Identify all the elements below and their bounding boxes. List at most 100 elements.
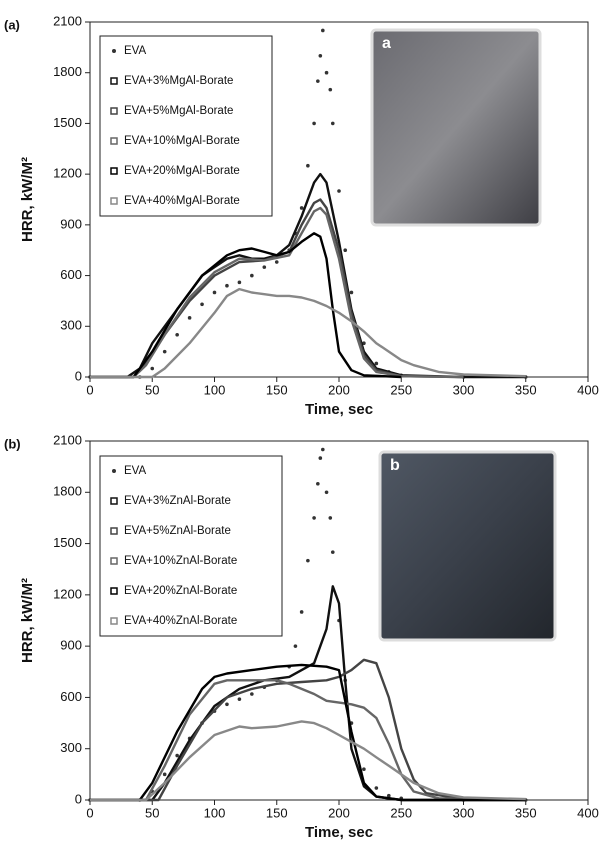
x-tick-label: 300	[453, 382, 475, 397]
legend-marker	[110, 167, 118, 175]
data-point	[337, 189, 341, 193]
data-point	[316, 481, 320, 486]
legend-label: EVA	[124, 465, 146, 477]
data-point	[349, 290, 354, 295]
data-point	[362, 767, 366, 772]
data-point	[374, 361, 379, 366]
data-point	[162, 772, 167, 777]
data-point	[318, 54, 323, 58]
inset-label: b	[390, 457, 400, 474]
data-point	[362, 341, 366, 345]
series-line	[90, 663, 526, 802]
y-tick-label: 1200	[53, 166, 82, 181]
y-axis-title: HRR, kW/M²	[19, 157, 36, 242]
legend-label: EVA+20%MgAl-Borate	[124, 165, 240, 177]
legend-label: EVA+5%MgAl-Borate	[124, 105, 233, 117]
panel-label: (b)	[4, 436, 21, 451]
legend-marker	[110, 77, 118, 85]
x-tick-label: 300	[453, 805, 475, 820]
data-point	[225, 283, 229, 288]
x-axis-title: Time, sec	[305, 824, 373, 841]
data-point	[312, 121, 316, 126]
legend-label: EVA+3%MgAl-Borate	[124, 75, 233, 87]
x-tick-label: 150	[266, 382, 288, 397]
legend-label: EVA+5%ZnAl-Borate	[124, 525, 231, 537]
y-tick-label: 0	[75, 791, 82, 806]
data-point	[250, 692, 254, 696]
series-line	[90, 679, 526, 802]
y-tick-label: 0	[75, 368, 82, 383]
y-tick-label: 1800	[53, 484, 82, 499]
y-tick-label: 300	[60, 318, 82, 333]
y-tick-label: 1200	[53, 586, 82, 601]
data-point	[321, 28, 325, 33]
inset-photo	[370, 28, 542, 227]
data-point	[237, 697, 242, 701]
data-point	[318, 456, 323, 460]
x-tick-label: 350	[515, 805, 537, 820]
legend-marker	[110, 197, 118, 205]
x-tick-label: 0	[86, 805, 93, 820]
data-point	[306, 163, 310, 168]
inset-photo	[378, 450, 557, 642]
data-point	[374, 786, 379, 790]
data-point	[175, 332, 179, 337]
data-point	[150, 366, 155, 371]
legend-label: EVA+40%ZnAl-Borate	[124, 615, 237, 627]
x-tick-label: 100	[204, 805, 226, 820]
data-point	[250, 273, 254, 278]
data-point	[321, 447, 325, 452]
data-point	[306, 558, 310, 563]
series-line	[90, 720, 526, 802]
data-point	[387, 793, 391, 798]
y-tick-label: 900	[60, 638, 82, 653]
legend-label: EVA+3%ZnAl-Borate	[124, 495, 231, 507]
y-tick-label: 2100	[53, 13, 82, 28]
data-point	[324, 70, 329, 75]
y-tick-label: 1800	[53, 64, 82, 79]
legend-marker	[112, 49, 116, 53]
data-point	[225, 702, 229, 707]
x-axis-title: Time, sec	[305, 401, 373, 418]
x-tick-label: 350	[515, 382, 537, 397]
x-tick-label: 200	[328, 382, 350, 397]
legend-marker	[110, 527, 118, 535]
data-point	[330, 550, 335, 554]
data-point	[175, 753, 179, 758]
legend-marker	[110, 497, 118, 505]
y-tick-label: 900	[60, 216, 82, 231]
data-point	[316, 79, 320, 83]
data-point	[299, 206, 304, 210]
x-tick-label: 200	[328, 805, 350, 820]
legend-marker	[110, 587, 118, 595]
legend-marker	[110, 137, 118, 145]
x-tick-label: 250	[390, 805, 412, 820]
data-point	[274, 260, 279, 264]
legend-marker	[110, 107, 118, 115]
data-point	[262, 265, 267, 269]
y-axis-title: HRR, kW/M²	[19, 578, 36, 663]
legend-label: EVA+10%MgAl-Borate	[124, 135, 240, 147]
data-point	[324, 490, 329, 495]
legend-label: EVA+10%ZnAl-Borate	[124, 555, 237, 567]
y-tick-label: 2100	[53, 432, 82, 447]
legend-label: EVA	[124, 45, 146, 57]
data-point	[299, 610, 304, 614]
y-tick-label: 600	[60, 689, 82, 704]
x-tick-label: 400	[577, 382, 599, 397]
x-tick-label: 50	[145, 805, 159, 820]
x-tick-label: 150	[266, 805, 288, 820]
x-tick-label: 50	[145, 382, 159, 397]
legend-label: EVA+20%ZnAl-Borate	[124, 585, 237, 597]
data-point	[343, 248, 348, 253]
x-tick-label: 400	[577, 805, 599, 820]
y-tick-label: 300	[60, 740, 82, 755]
data-point	[162, 349, 167, 354]
x-tick-label: 100	[204, 382, 226, 397]
data-point	[237, 280, 242, 285]
series-line	[90, 232, 402, 379]
series-line	[90, 287, 526, 379]
y-tick-label: 600	[60, 267, 82, 282]
data-point	[212, 290, 217, 295]
series-line	[90, 585, 526, 802]
